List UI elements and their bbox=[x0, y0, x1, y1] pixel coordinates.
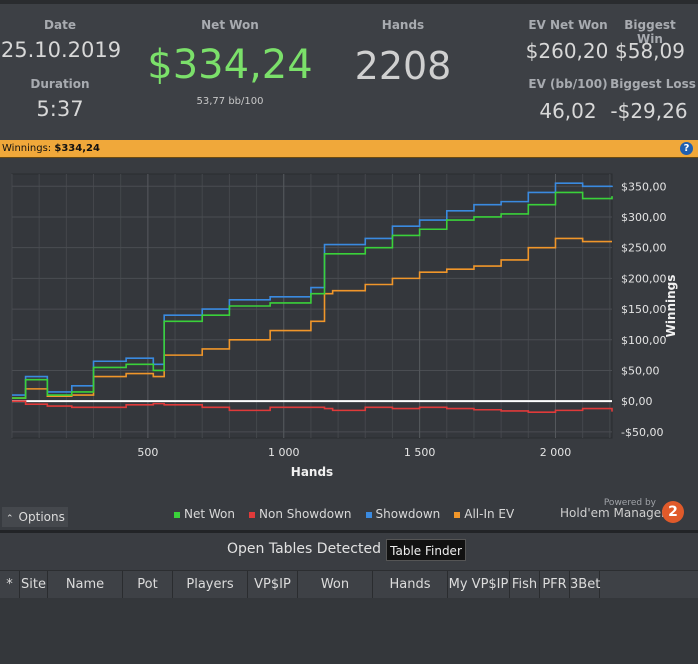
y-axis-label: Winnings bbox=[664, 275, 678, 338]
x-axis-label: Hands bbox=[291, 465, 333, 479]
column-header[interactable]: VP$IP bbox=[248, 571, 298, 598]
y-tick-label: $350,00 bbox=[621, 180, 667, 193]
column-header[interactable]: Pot bbox=[123, 571, 173, 598]
series-line-non-showdown bbox=[12, 400, 613, 414]
legend-item[interactable]: Showdown bbox=[365, 507, 441, 521]
ev-label: EV Net Won bbox=[528, 18, 608, 32]
x-tick-label: 1 500 bbox=[404, 446, 436, 459]
y-tick-label: $300,00 bbox=[621, 211, 667, 224]
legend-label: All-In EV bbox=[464, 507, 515, 521]
legend-item[interactable]: All-In EV bbox=[454, 507, 514, 521]
legend-label: Net Won bbox=[184, 507, 235, 521]
legend-item[interactable]: Non Showdown bbox=[249, 507, 352, 521]
brand-name: Hold'em Manager bbox=[560, 506, 667, 520]
bigwin-label: Biggest Win bbox=[624, 18, 676, 46]
bigwin-value: $58,09 bbox=[615, 39, 685, 63]
y-tick-label: $200,00 bbox=[621, 272, 667, 285]
legend-swatch bbox=[174, 511, 180, 518]
chevron-up-icon: ⌃ bbox=[6, 514, 14, 524]
hands-label: Hands bbox=[381, 18, 425, 32]
y-tick-label: $50,00 bbox=[621, 364, 660, 377]
hm2-logo-icon: 2 bbox=[662, 501, 684, 523]
winnings-chart-area: -$50,00 $0,00 $50,00 $100,00 $150,00 $200,00 $… bbox=[0, 158, 698, 530]
column-header[interactable]: Site bbox=[20, 571, 48, 598]
column-header[interactable]: 3Bet bbox=[570, 571, 600, 598]
winnings-bar: Winnings: $334,24 ? bbox=[0, 140, 698, 158]
date-label: Date bbox=[44, 18, 76, 32]
duration-value: 5:37 bbox=[36, 97, 84, 121]
legend-label: Non Showdown bbox=[259, 507, 352, 521]
y-tick-label: $0,00 bbox=[621, 395, 653, 408]
hands-value: 2208 bbox=[354, 44, 452, 88]
ev-value: $260,20 bbox=[525, 39, 609, 63]
stats-panel: Date 25.10.2019 Duration 5:37 Net Won $3… bbox=[0, 0, 698, 140]
date-value: 25.10.2019 bbox=[0, 38, 122, 62]
y-tick-label: $100,00 bbox=[621, 334, 667, 347]
column-header[interactable]: My VP$IP bbox=[448, 571, 510, 598]
x-tick-label: 1 000 bbox=[268, 446, 300, 459]
evbb-value: 46,02 bbox=[539, 99, 597, 123]
bb-per-100: 53,77 bb/100 bbox=[196, 96, 264, 107]
column-header[interactable]: Players bbox=[173, 571, 248, 598]
column-header[interactable]: Name bbox=[48, 571, 123, 598]
series-line-net-won bbox=[12, 191, 613, 399]
column-header[interactable]: PFR bbox=[540, 571, 570, 598]
y-tick-label: $150,00 bbox=[621, 303, 667, 316]
tables-header: * Site Name Pot Players VP$IP Won Hands My VP$IP… bbox=[0, 570, 698, 599]
netwon-value: $334,24 bbox=[147, 42, 313, 88]
y-tick-label: $250,00 bbox=[621, 242, 667, 255]
x-tick-label: 2 000 bbox=[540, 446, 572, 459]
options-label: Options bbox=[18, 510, 65, 524]
column-header[interactable]: Won bbox=[298, 571, 373, 598]
divider bbox=[0, 530, 698, 533]
legend-swatch bbox=[365, 511, 372, 518]
tables-body bbox=[0, 598, 698, 664]
legend-swatch bbox=[454, 511, 461, 518]
open-tables-panel: Open Tables Detected Table Finder * Site N… bbox=[0, 533, 698, 664]
options-button[interactable]: ⌃ Options bbox=[2, 507, 68, 527]
open-tables-title: Open Tables Detected bbox=[227, 541, 381, 557]
help-icon[interactable]: ? bbox=[680, 142, 693, 155]
plot-background bbox=[11, 173, 613, 439]
evbb-label: EV (bb/100) bbox=[528, 77, 608, 91]
duration-label: Duration bbox=[30, 77, 90, 91]
table-finder-button[interactable]: Table Finder bbox=[386, 539, 466, 561]
legend-item[interactable]: Net Won bbox=[174, 507, 235, 521]
column-header[interactable]: Fish bbox=[510, 571, 540, 598]
legend-swatch bbox=[249, 511, 255, 518]
bigloss-label: Biggest Loss bbox=[610, 77, 696, 91]
bigloss-value: -$29,26 bbox=[610, 99, 688, 123]
y-tick-label: -$50,00 bbox=[621, 426, 663, 439]
winnings-value: $334,24 bbox=[54, 143, 100, 154]
winnings-chart: -$50,00 $0,00 $50,00 $100,00 $150,00 $200,00 $… bbox=[11, 173, 678, 479]
netwon-label: Net Won bbox=[201, 18, 259, 32]
x-tick-label: 500 bbox=[137, 446, 158, 459]
powered-by-text: Powered by bbox=[603, 498, 656, 508]
winnings-label: Winnings: bbox=[2, 143, 52, 154]
column-header[interactable]: * bbox=[0, 571, 20, 598]
column-header[interactable]: Hands bbox=[373, 571, 448, 598]
chart-legend: Net Won Non Showdown Showdown All-In EV bbox=[174, 507, 528, 521]
legend-label: Showdown bbox=[375, 507, 441, 521]
